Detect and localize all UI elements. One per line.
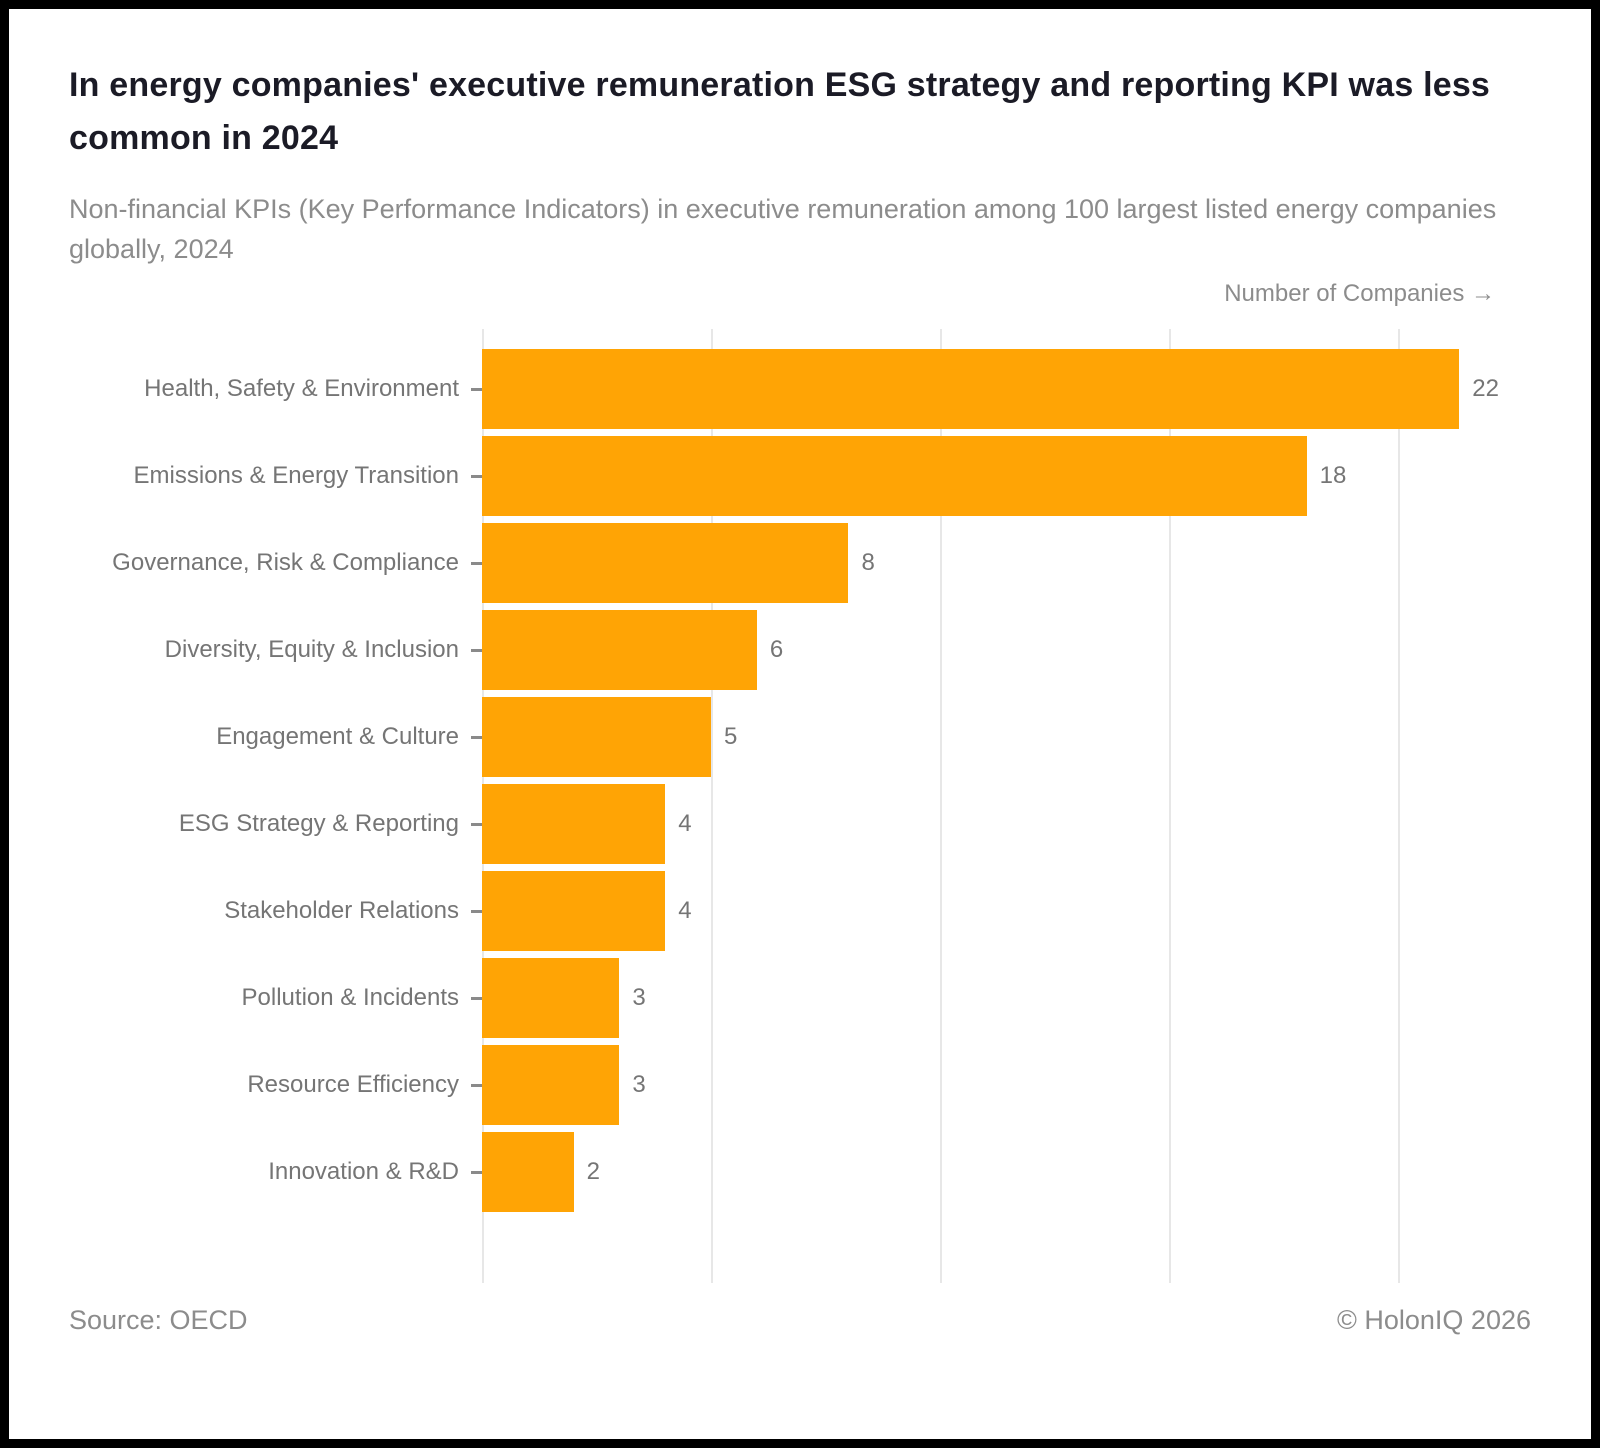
category-label: Health, Safety & Environment xyxy=(144,374,459,402)
bar-rows: Health, Safety & Environment 22 Emission… xyxy=(69,346,1531,1216)
value-label: 3 xyxy=(632,984,646,1012)
chart-footer: Source: OECD © HolonIQ 2026 xyxy=(69,1305,1531,1336)
axis-tick xyxy=(459,1083,482,1087)
tick-dash xyxy=(471,474,482,478)
source-note: Source: OECD xyxy=(69,1304,248,1335)
tick-dash xyxy=(471,996,482,1000)
category-label: Engagement & Culture xyxy=(216,722,459,750)
axis-tick xyxy=(459,387,482,391)
table-row: Pollution & Incidents 3 xyxy=(69,955,1531,1042)
bar xyxy=(482,958,620,1039)
value-label: 5 xyxy=(724,723,738,751)
value-label: 22 xyxy=(1472,375,1499,403)
tick-dash xyxy=(471,909,482,913)
gridline-10 xyxy=(940,328,943,1283)
value-label: 4 xyxy=(678,810,692,838)
table-row: ESG Strategy & Reporting 4 xyxy=(69,781,1531,868)
table-row: Governance, Risk & Compliance 8 xyxy=(69,520,1531,607)
chart-content: In energy companies' executive remunerat… xyxy=(9,9,1591,1439)
bar-track: 22 xyxy=(482,349,1499,430)
bar-chart: Health, Safety & Environment 22 Emission… xyxy=(69,328,1531,1283)
value-label: 6 xyxy=(769,636,784,664)
axis-tick xyxy=(459,561,482,565)
table-row: Health, Safety & Environment 22 xyxy=(69,346,1531,433)
category-label: Emissions & Energy Transition xyxy=(133,461,459,489)
x-axis-label: Number of Companies → xyxy=(1224,279,1495,307)
table-row: Innovation & R&D 2 xyxy=(69,1129,1531,1216)
axis-tick xyxy=(459,735,482,739)
category-label: Resource Efficiency xyxy=(247,1070,459,1098)
gridline-5 xyxy=(711,328,714,1283)
gridline-20 xyxy=(1398,328,1401,1283)
category-label: Diversity, Equity & Inclusion xyxy=(164,635,459,663)
category-label: Pollution & Incidents xyxy=(241,983,459,1011)
bar-track: 4 xyxy=(482,871,1499,952)
page-title: In energy companies' executive remunerat… xyxy=(69,66,1491,157)
bar xyxy=(482,523,849,604)
axis-tick xyxy=(459,648,482,652)
bar xyxy=(482,697,712,778)
tick-dash xyxy=(471,822,482,826)
bar-track: 6 xyxy=(482,610,1499,691)
category-label: Stakeholder Relations xyxy=(224,896,459,924)
category-label: ESG Strategy & Reporting xyxy=(178,809,459,837)
tick-dash xyxy=(471,387,482,391)
table-row: Resource Efficiency 3 xyxy=(69,1042,1531,1129)
axis-tick xyxy=(459,909,482,913)
bar xyxy=(482,1132,574,1213)
tick-dash xyxy=(471,1170,482,1174)
category-label: Innovation & R&D xyxy=(268,1157,459,1185)
tick-dash xyxy=(471,735,482,739)
table-row: Emissions & Energy Transition 18 xyxy=(69,433,1531,520)
table-row: Stakeholder Relations 4 xyxy=(69,868,1531,955)
table-row: Engagement & Culture 5 xyxy=(69,694,1531,781)
bar-track: 3 xyxy=(482,1045,1499,1126)
axis-tick xyxy=(459,996,482,1000)
value-label: 4 xyxy=(678,897,692,925)
bar-track: 18 xyxy=(482,436,1499,517)
gridline-15 xyxy=(1169,328,1172,1283)
value-label: 2 xyxy=(586,1158,600,1186)
tick-dash xyxy=(471,561,482,565)
bar-track: 4 xyxy=(482,784,1499,865)
bar xyxy=(482,610,757,691)
tick-dash xyxy=(471,648,482,652)
bar-track: 5 xyxy=(482,697,1499,778)
value-label: 3 xyxy=(632,1071,646,1099)
bar xyxy=(482,1045,620,1126)
copyright-note: © HolonIQ 2026 xyxy=(1336,1304,1531,1335)
bar xyxy=(482,871,666,952)
bar xyxy=(482,784,666,865)
axis-tick xyxy=(459,474,482,478)
bar-track: 2 xyxy=(482,1132,1499,1213)
category-label: Governance, Risk & Compliance xyxy=(112,548,459,576)
value-label: 8 xyxy=(861,549,875,577)
axis-tick xyxy=(459,1170,482,1174)
bar-track: 3 xyxy=(482,958,1499,1039)
chart-subtitle: Non-financial KPIs (Key Performance Indi… xyxy=(69,194,1497,264)
bar-track: 8 xyxy=(482,523,1499,604)
value-label: 18 xyxy=(1319,462,1347,490)
axis-tick xyxy=(459,822,482,826)
tick-dash xyxy=(471,1083,482,1087)
bar xyxy=(482,436,1307,517)
bar xyxy=(482,349,1460,430)
table-row: Diversity, Equity & Inclusion 6 xyxy=(69,607,1531,694)
